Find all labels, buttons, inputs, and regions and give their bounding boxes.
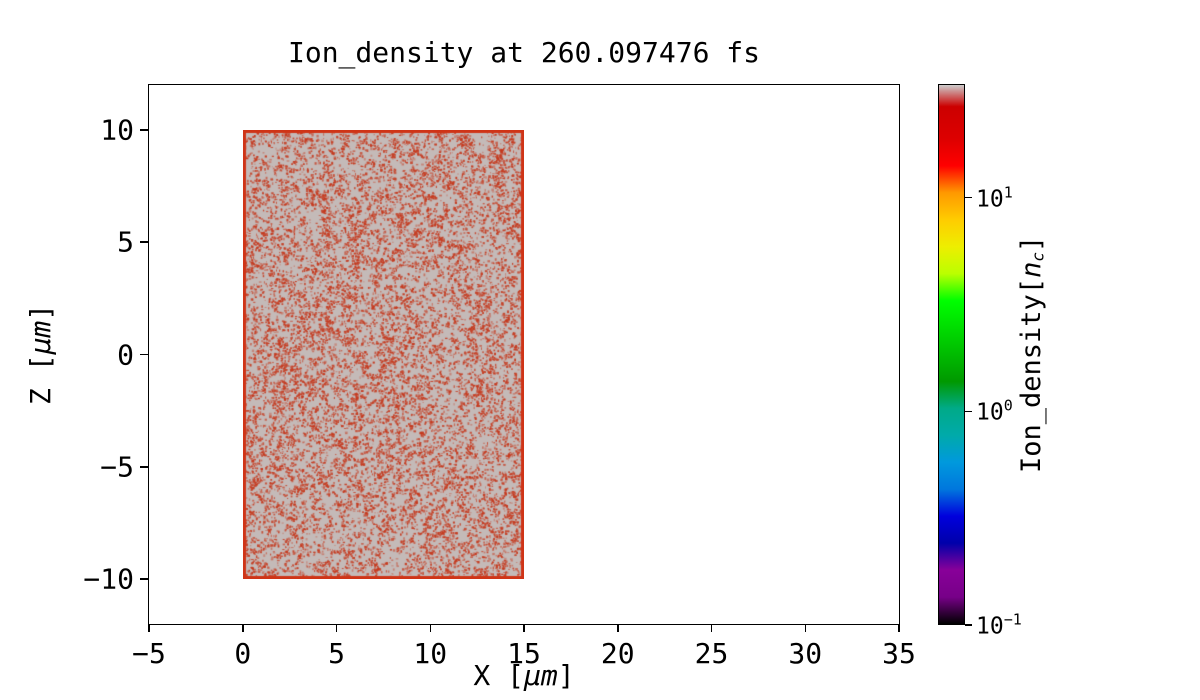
y-tick-mark bbox=[140, 353, 148, 356]
colorbar-label-prefix: Ion_density[ bbox=[1016, 278, 1047, 474]
x-tick-mark bbox=[804, 624, 806, 632]
x-tick-label: 15 bbox=[507, 637, 541, 670]
y-axis-label: Z [μm] bbox=[24, 84, 57, 625]
x-tick-mark bbox=[617, 624, 619, 632]
colorbar-tick-label: 101 bbox=[976, 183, 1013, 212]
x-tick-label: 20 bbox=[600, 637, 635, 670]
colorbar-tick-base: 10 bbox=[976, 613, 1004, 640]
y-tick-label: −5 bbox=[100, 450, 134, 484]
colorbar-tick-exponent: −1 bbox=[1003, 610, 1022, 629]
x-tick-mark bbox=[335, 624, 338, 632]
colorbar-tick-mark bbox=[965, 410, 972, 413]
x-tick-mark bbox=[523, 624, 525, 632]
x-axis-label: X [μm] bbox=[148, 659, 900, 692]
colorbar-tick-base: 10 bbox=[976, 185, 1004, 212]
x-tick-label: −5 bbox=[132, 637, 166, 670]
x-axis-label-unit: μm bbox=[524, 659, 558, 692]
colorbar-tick-label: 10−1 bbox=[976, 611, 1022, 640]
chart-title: Ion_density at 260.097476 fs bbox=[287, 36, 760, 69]
colorbar-tick-exponent: 1 bbox=[1003, 183, 1013, 202]
y-axis-label-prefix: Z [ bbox=[24, 354, 57, 406]
y-tick-mark bbox=[140, 466, 148, 468]
y-axis-label-suffix: ] bbox=[24, 303, 57, 321]
x-tick-label: 35 bbox=[882, 637, 916, 670]
y-tick-mark bbox=[140, 241, 148, 243]
y-tick-label: 10 bbox=[100, 113, 134, 147]
x-tick-mark bbox=[710, 624, 713, 632]
ion-density-region bbox=[242, 129, 524, 579]
colorbar-tick-base: 10 bbox=[976, 399, 1004, 426]
colorbar-tick-mark bbox=[965, 624, 972, 626]
x-tick-mark bbox=[148, 624, 150, 632]
y-tick-mark bbox=[140, 578, 148, 580]
colorbar-label-sub: c bbox=[1028, 252, 1048, 262]
x-tick-label: 10 bbox=[413, 637, 448, 670]
colorbar-tick-mark bbox=[965, 196, 972, 199]
colorbar-tick-exponent: 0 bbox=[1003, 396, 1013, 415]
x-tick-label: 25 bbox=[694, 637, 729, 670]
colorbar-label-suffix: ] bbox=[1016, 235, 1047, 253]
x-axis-label-prefix: X [ bbox=[473, 659, 524, 692]
y-axis-label-unit: μm bbox=[24, 320, 57, 355]
y-tick-label: 5 bbox=[117, 225, 134, 259]
colorbar-tick-label: 100 bbox=[976, 397, 1013, 426]
x-tick-mark bbox=[898, 624, 900, 632]
x-tick-label: 0 bbox=[234, 637, 252, 670]
x-tick-label: 30 bbox=[788, 637, 823, 670]
y-tick-mark bbox=[140, 129, 148, 131]
colorbar-label-var: n bbox=[1016, 261, 1047, 279]
y-tick-label: −10 bbox=[83, 562, 134, 596]
x-tick-label: 5 bbox=[328, 637, 345, 670]
colorbar bbox=[938, 84, 965, 625]
colorbar-label: Ion_density[nc] bbox=[1016, 84, 1047, 625]
x-tick-mark bbox=[429, 624, 431, 632]
x-axis-label-suffix: ] bbox=[557, 659, 575, 692]
x-tick-mark bbox=[242, 624, 244, 632]
y-tick-label: 0 bbox=[117, 338, 134, 371]
plot-area: −5 0 5 10 15 20 25 30 35 10 5 0 −5 −10 bbox=[83, 84, 916, 670]
